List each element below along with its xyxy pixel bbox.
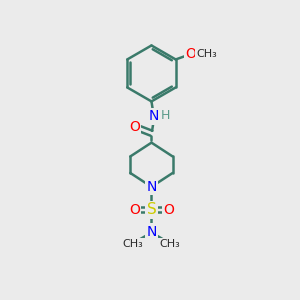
- Text: CH₃: CH₃: [196, 49, 217, 58]
- Text: H: H: [160, 109, 170, 122]
- Text: S: S: [147, 202, 156, 217]
- Text: N: N: [148, 109, 159, 123]
- Text: O: O: [163, 203, 174, 217]
- Text: CH₃: CH₃: [159, 239, 180, 249]
- Text: N: N: [146, 180, 157, 194]
- Text: O: O: [186, 47, 196, 61]
- Text: O: O: [129, 120, 140, 134]
- Text: CH₃: CH₃: [123, 239, 144, 249]
- Text: N: N: [146, 225, 157, 239]
- Text: O: O: [129, 203, 140, 217]
